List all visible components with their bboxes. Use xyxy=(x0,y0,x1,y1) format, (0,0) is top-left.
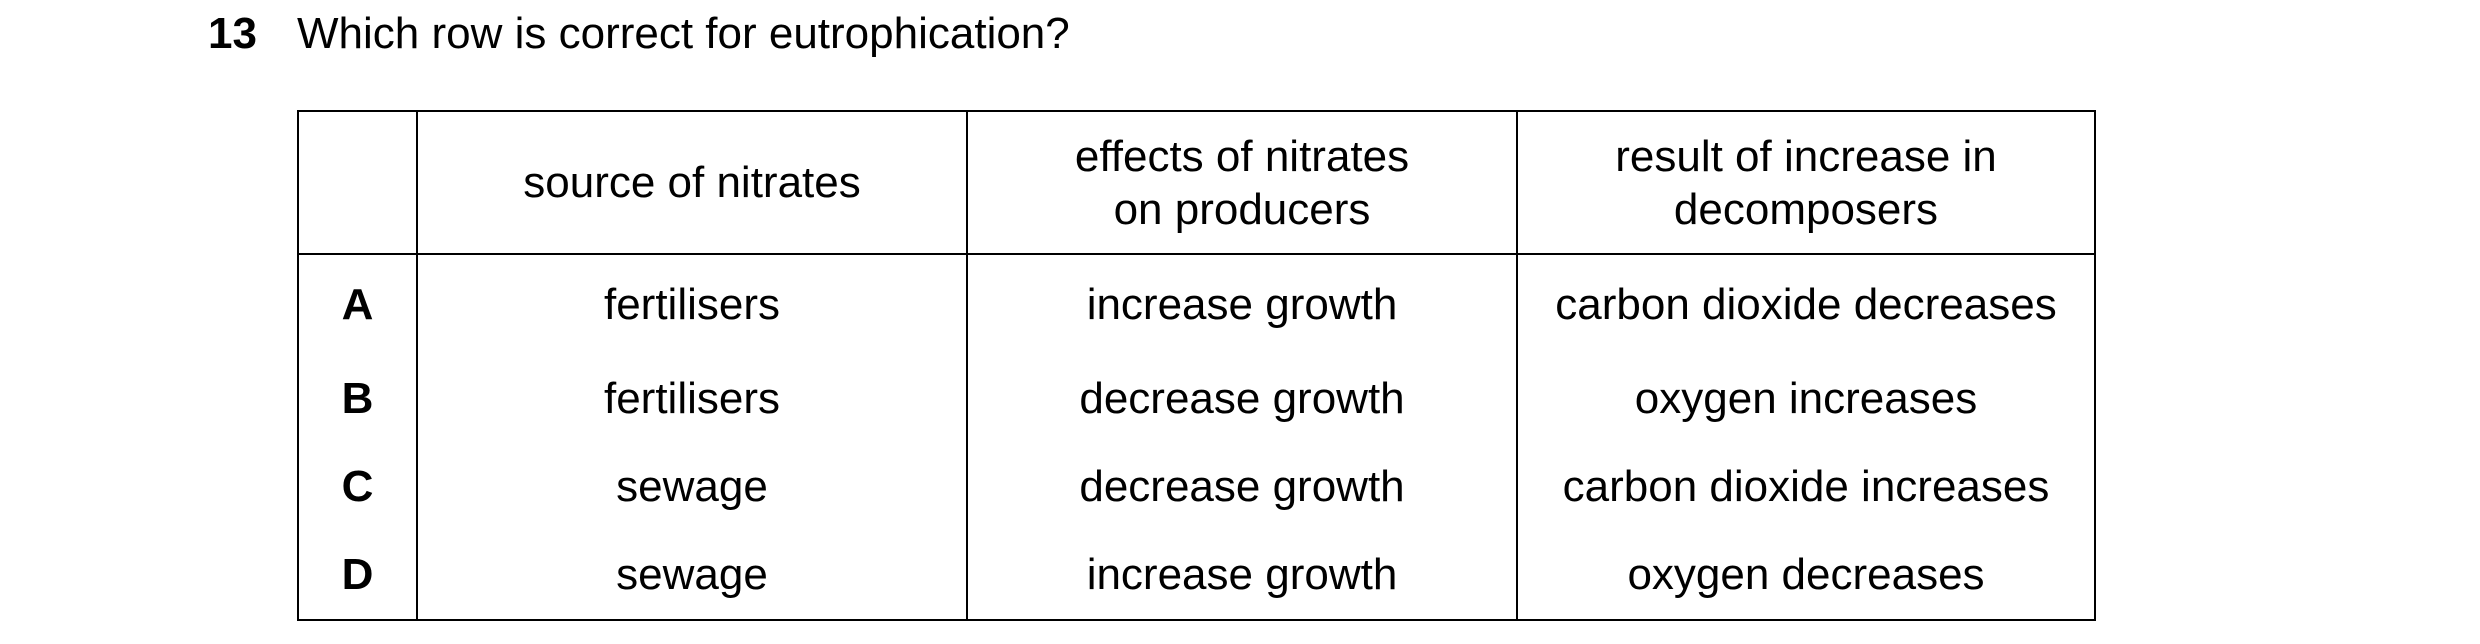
row-result: oxygen decreases xyxy=(1516,531,2096,621)
row-effect: decrease growth xyxy=(966,443,1518,531)
row-result: oxygen increases xyxy=(1516,355,2096,443)
header-source-of-nitrates: source of nitrates xyxy=(416,110,968,255)
table-row-c[interactable]: C sewage decrease growth carbon dioxide … xyxy=(297,443,2096,531)
question-header: 13 Which row is correct for eutrophicati… xyxy=(0,4,1200,64)
header-result-of-decomposers: result of increase in decomposers xyxy=(1516,110,2096,255)
row-letter: A xyxy=(297,254,418,355)
row-effect: increase growth xyxy=(966,254,1518,355)
row-result: carbon dioxide decreases xyxy=(1516,254,2096,355)
row-letter: D xyxy=(297,531,418,621)
table-row-b[interactable]: B fertilisers decrease growth oxygen inc… xyxy=(297,355,2096,443)
row-source: fertilisers xyxy=(416,355,968,443)
row-source: sewage xyxy=(416,443,968,531)
question-number: 13 xyxy=(208,9,257,58)
row-effect: increase growth xyxy=(966,531,1518,621)
header-result-line-1: result of increase in xyxy=(1615,131,1997,181)
header-effects-line-1: effects of nitrates xyxy=(1074,131,1410,181)
question-text: Which row is correct for eutrophication? xyxy=(297,9,1070,58)
row-source: sewage xyxy=(416,531,968,621)
answer-options-table: source of nitrates effects of nitrates o… xyxy=(297,110,2096,621)
row-letter: B xyxy=(297,355,418,443)
table-header-row: source of nitrates effects of nitrates o… xyxy=(297,110,2096,255)
table-row-d[interactable]: D sewage increase growth oxygen decrease… xyxy=(297,531,2096,621)
row-source: fertilisers xyxy=(416,254,968,355)
header-effects-on-producers: effects of nitrates on producers xyxy=(966,110,1518,255)
row-result: carbon dioxide increases xyxy=(1516,443,2096,531)
header-effects-line-2: on producers xyxy=(1113,184,1371,234)
row-letter: C xyxy=(297,443,418,531)
header-result-line-2: decomposers xyxy=(1673,184,1939,234)
table-row-a[interactable]: A fertilisers increase growth carbon dio… xyxy=(297,254,2096,355)
header-letter-cell xyxy=(297,110,418,255)
row-effect: decrease growth xyxy=(966,355,1518,443)
